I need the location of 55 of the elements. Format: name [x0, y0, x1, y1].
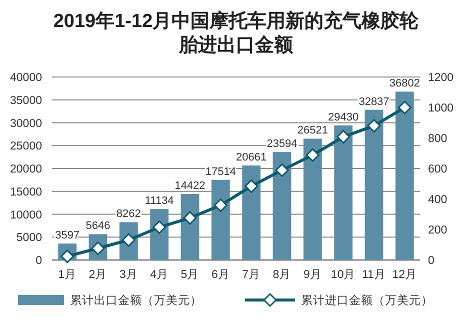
- x-tick-label: 5月: [180, 268, 200, 281]
- y2-tick-label: 1000: [428, 102, 454, 114]
- x-tick-label: 3月: [119, 268, 138, 281]
- data-label: 17514: [205, 166, 236, 178]
- point: [244, 179, 258, 193]
- point: [336, 130, 350, 144]
- data-label: 14422: [174, 180, 206, 192]
- point: [152, 220, 166, 234]
- y2-tick-label: 1200: [428, 72, 454, 84]
- legend-label: 累计进口金额（万美元）: [301, 293, 433, 307]
- y-tick-label: 20000: [10, 164, 42, 176]
- y-tick-label: 0: [36, 255, 42, 267]
- data-label: 26521: [297, 124, 328, 137]
- point: [306, 148, 320, 162]
- chart-title: 2019年1-12月中国摩托车用新的充气橡胶轮胎进出口金额: [53, 10, 420, 56]
- x-tick-label: 12月: [392, 268, 418, 281]
- point: [214, 198, 228, 212]
- y-tick-label: 15000: [10, 186, 42, 198]
- x-tick-label: 4月: [150, 268, 169, 281]
- data-label: 11134: [144, 195, 174, 208]
- y2-tick-label: 400: [428, 194, 448, 206]
- data-label: 36802: [389, 78, 420, 90]
- point: [275, 163, 289, 177]
- y-tick-label: 35000: [10, 94, 42, 107]
- x-tick-label: 2月: [88, 268, 108, 281]
- x-tick-label: 9月: [303, 268, 322, 281]
- point: [183, 211, 197, 225]
- y-tick-label: 30000: [10, 118, 42, 130]
- bar: [395, 92, 414, 260]
- bar: [272, 152, 292, 260]
- y-tick-label: 25000: [10, 140, 42, 153]
- y2-tick-label: 600: [428, 164, 448, 176]
- legend-label: 累计出口金额（万美元）: [70, 293, 202, 307]
- y-tick-label: 10000: [10, 209, 42, 222]
- y-tick-label: 5000: [16, 232, 42, 244]
- y-tick-label: 40000: [10, 72, 42, 84]
- data-label: 5646: [86, 220, 110, 232]
- y2-tick-label: 800: [428, 133, 448, 145]
- bar: [364, 110, 384, 260]
- x-tick-label: 6月: [211, 268, 230, 281]
- x-tick-label: 7月: [242, 268, 261, 281]
- bar: [303, 138, 322, 260]
- x-tick-label: 8月: [272, 268, 292, 281]
- y2-tick-label: 200: [428, 224, 448, 236]
- x-tick-label: 11月: [362, 268, 386, 281]
- point: [398, 100, 412, 114]
- bar: [211, 180, 230, 260]
- y2-tick-label: 0: [428, 255, 434, 267]
- point: [367, 119, 381, 133]
- x-tick-label: 1月: [58, 268, 77, 281]
- data-label: 20661: [236, 151, 267, 164]
- x-tick-label: 10月: [330, 268, 356, 281]
- bar: [334, 125, 353, 260]
- data-label: 29430: [328, 111, 359, 124]
- bar: [242, 165, 261, 260]
